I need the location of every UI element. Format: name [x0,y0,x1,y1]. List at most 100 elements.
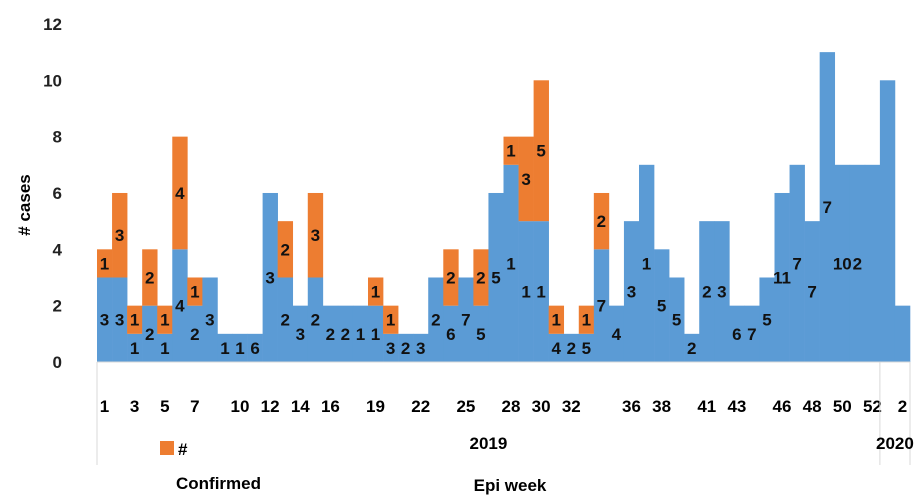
x-tick-label: 16 [321,397,340,416]
data-label-blue: 1 [235,339,244,358]
data-label-blue: 1 [160,339,169,358]
data-label-blue: 2 [280,311,289,330]
bar-orange [443,249,459,306]
bar-blue [473,305,489,362]
data-label-orange: 2 [476,269,485,288]
data-label-orange: 3 [521,170,530,189]
data-label-blue: 10 [833,254,852,273]
bar-blue [759,277,775,362]
axis-lines [96,361,911,465]
x-tick-label: 43 [727,397,746,416]
data-label-orange: 1 [582,311,591,330]
data-label-blue: 1 [536,283,545,302]
data-label-blue: 4 [612,325,622,344]
bar-blue [864,164,881,362]
bar-blue [699,221,715,362]
x-tick-label: 10 [231,397,250,416]
y-axis-ticks: 0 2 4 6 8 10 12 [43,15,62,372]
y-axis-title: # cases [15,174,34,235]
bar-blue [262,192,278,362]
bar-blue [518,221,534,362]
bar-orange [277,221,294,278]
legend-sub-label: Confirmed [176,474,261,493]
data-label-blue: 3 [386,339,395,358]
data-label-blue: 3 [205,311,214,330]
data-label-blue: 5 [657,297,666,316]
data-label-blue: 5 [476,325,485,344]
bar-orange [172,136,188,250]
bar-blue [714,221,730,362]
bar-blue [443,305,459,362]
data-label-blue: 2 [401,339,410,358]
x-tick-label: 3 [130,397,139,416]
bar-blue [789,164,805,362]
bars-group [97,52,911,363]
data-label-blue: 7 [597,297,606,316]
bar-blue [744,305,760,362]
y-tick-label: 2 [53,297,62,316]
data-label-blue: 3 [115,311,124,330]
data-label-blue: 1 [642,254,651,273]
bar-blue [202,277,218,362]
data-label-blue: 3 [627,283,636,302]
data-label-blue: 11 [773,269,791,288]
data-label-blue: 3 [100,311,109,330]
bar-blue [879,80,896,363]
data-label-blue: 1 [356,325,365,344]
bar-blue [413,333,429,362]
data-label-orange: 1 [190,283,199,302]
bar-blue [127,333,143,362]
bar-blue [639,164,655,362]
bar-blue [503,164,519,362]
bar-orange [473,249,489,306]
data-label-orange: 4 [175,184,185,203]
bar-blue [849,164,866,362]
bar-blue [383,333,399,362]
data-label-orange: 2 [597,212,606,231]
bar-orange [142,249,158,306]
y-tick-label: 0 [53,353,62,372]
data-label-blue: 1 [371,325,380,344]
bar-blue [819,52,836,362]
data-label-blue: 2 [145,325,154,344]
bar-blue [729,305,745,362]
data-label-blue: 3 [265,269,274,288]
data-label-blue: 6 [446,325,455,344]
data-label-blue: 7 [822,198,831,217]
x-tick-label: 28 [502,397,521,416]
x-tick-label: 50 [833,397,852,416]
data-label-blue: 2 [190,325,199,344]
bar-blue [217,333,233,362]
x-tick-label: 19 [366,397,385,416]
bar-blue [458,277,474,362]
data-label-orange: 5 [536,142,545,161]
bar-blue [322,305,339,362]
bar-orange [307,192,324,278]
data-label-blue: 7 [747,325,756,344]
bar-orange [368,277,384,306]
bar-orange [187,277,203,306]
data-label-blue: 1 [130,339,139,358]
x-tick-label: 14 [291,397,310,416]
data-label-blue: 2 [311,311,320,330]
data-label-blue: 3 [717,283,726,302]
data-label-blue: 4 [551,339,561,358]
data-label-orange: 2 [145,269,154,288]
data-label-blue: 2 [326,325,335,344]
data-label-blue: 1 [506,254,515,273]
year-label-2020: 2020 [876,434,914,453]
y-tick-label: 10 [43,71,62,90]
data-label-blue: 3 [296,325,305,344]
bar-blue [337,305,354,362]
bar-orange [97,249,113,278]
data-label-orange: 2 [280,240,289,259]
bar-blue [97,277,113,362]
data-label-blue: 5 [672,311,681,330]
data-label-blue: 2 [567,339,576,358]
data-label-blue: 2 [341,325,350,344]
bar-blue [834,164,851,362]
data-label-blue: 2 [853,254,862,273]
bar-blue [428,277,444,362]
data-label-blue: 5 [491,269,500,288]
